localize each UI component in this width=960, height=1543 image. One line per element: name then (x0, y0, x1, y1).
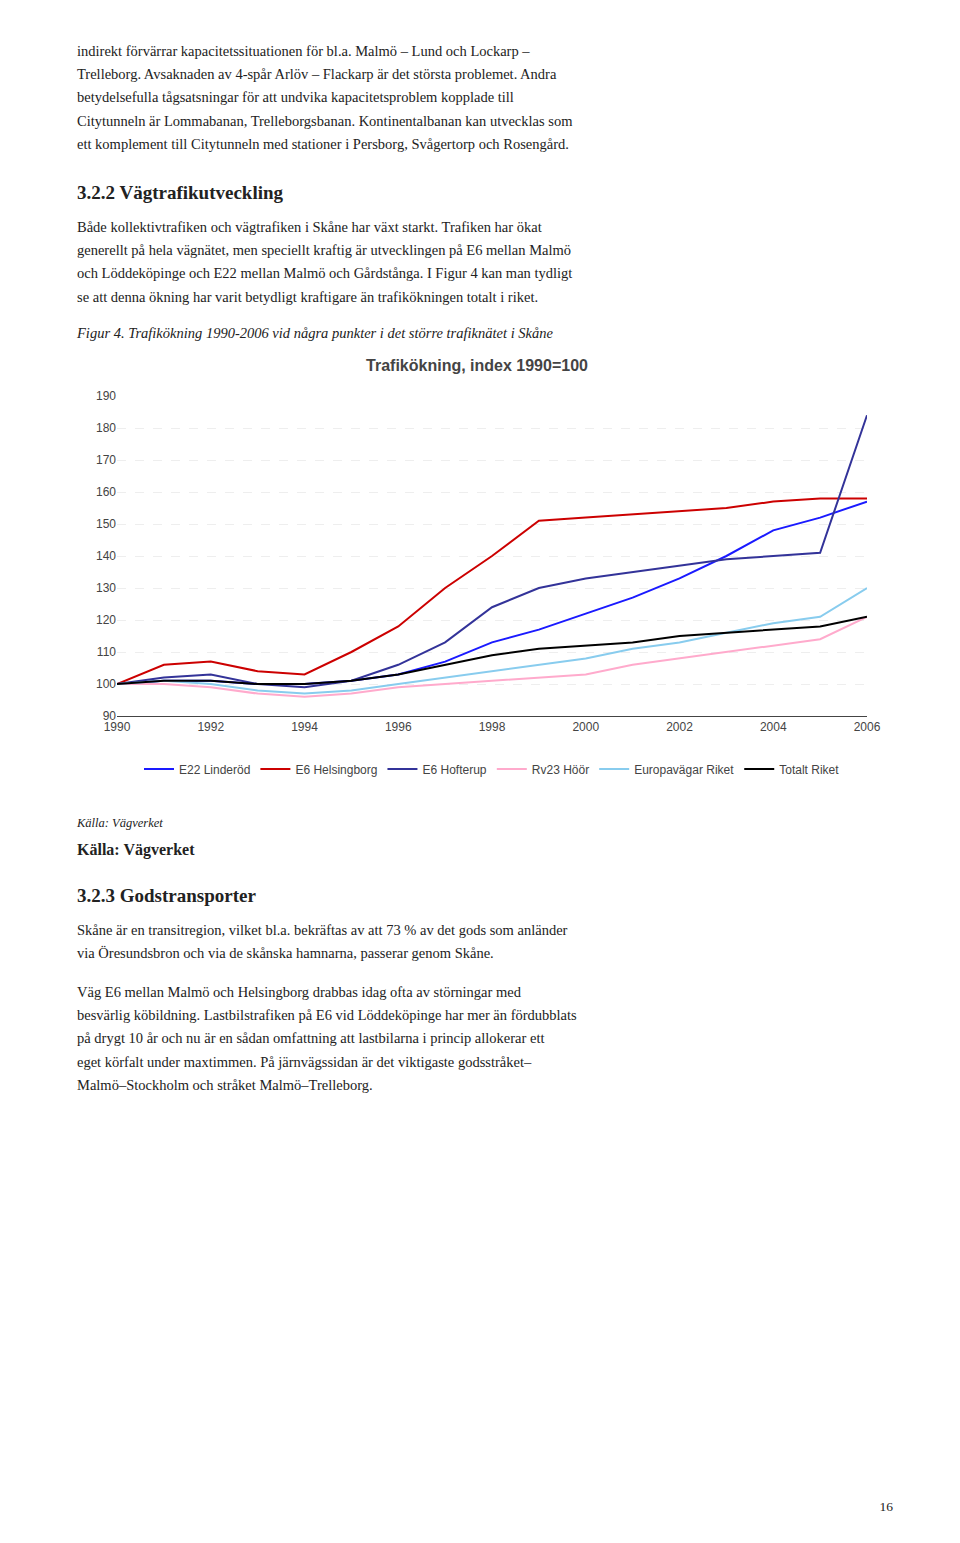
svg-text:170: 170 (96, 453, 116, 467)
svg-text:1998: 1998 (479, 720, 506, 734)
svg-text:1994: 1994 (291, 720, 318, 734)
svg-text:2004: 2004 (760, 720, 787, 734)
svg-text:2002: 2002 (666, 720, 693, 734)
svg-text:190: 190 (96, 389, 116, 403)
html-text:Figur 4. Trafikökning 1990-200: Figur 4. Trafikökning 1990-2006 vid någr… (77, 324, 553, 341)
svg-text:Europavägar Riket: Europavägar Riket (634, 762, 734, 776)
html-text:Källa: Vägverket: Källa: Vägverket (77, 815, 163, 830)
svg-text:1990: 1990 (104, 720, 131, 734)
svg-text:Trafikökning, index 1990=100: Trafikökning, index 1990=100 (366, 357, 588, 374)
svg-text:180: 180 (96, 421, 116, 435)
svg-text:90: 90 (103, 709, 117, 723)
svg-text:Totalt Riket: Totalt Riket (779, 762, 839, 776)
svg-text:120: 120 (96, 613, 116, 627)
svg-text:2006: 2006 (854, 720, 881, 734)
svg-text:130: 130 (96, 581, 116, 595)
svg-text:1992: 1992 (197, 720, 224, 734)
svg-text:160: 160 (96, 485, 116, 499)
svg-text:E22 Linderöd: E22 Linderöd (179, 762, 250, 776)
html-text:indirekt förvärrar kapacitetss: indirekt förvärrar kapacitetssituationen… (77, 43, 573, 152)
svg-text:E6 Helsingborg: E6 Helsingborg (295, 762, 377, 776)
html-text:3.2.3 Godstransporter: 3.2.3 Godstransporter (77, 884, 256, 906)
svg-text:E6 Hofterup: E6 Hofterup (422, 762, 486, 776)
svg-text:Rv23 Höör: Rv23 Höör (532, 762, 589, 776)
html-text:Skåne är en transitregion, vil: Skåne är en transitregion, vilket bl.a. … (77, 921, 568, 961)
svg-text:100: 100 (96, 677, 116, 691)
svg-text:2000: 2000 (572, 720, 599, 734)
html-text:Både kollektivtrafiken och väg: Både kollektivtrafiken och vägtrafiken i… (77, 218, 573, 305)
html-text:16: 16 (879, 1499, 893, 1514)
svg-text:150: 150 (96, 517, 116, 531)
svg-text:140: 140 (96, 549, 116, 563)
svg-text:1996: 1996 (385, 720, 412, 734)
html-text:Källa: Vägverket: Källa: Vägverket (77, 840, 195, 858)
svg-text:110: 110 (97, 645, 116, 659)
html-text:Väg E6 mellan Malmö och Helsin: Väg E6 mellan Malmö och Helsingborg drab… (77, 984, 577, 1093)
html-text:3.2.2 Vägtrafikutveckling: 3.2.2 Vägtrafikutveckling (77, 181, 283, 203)
